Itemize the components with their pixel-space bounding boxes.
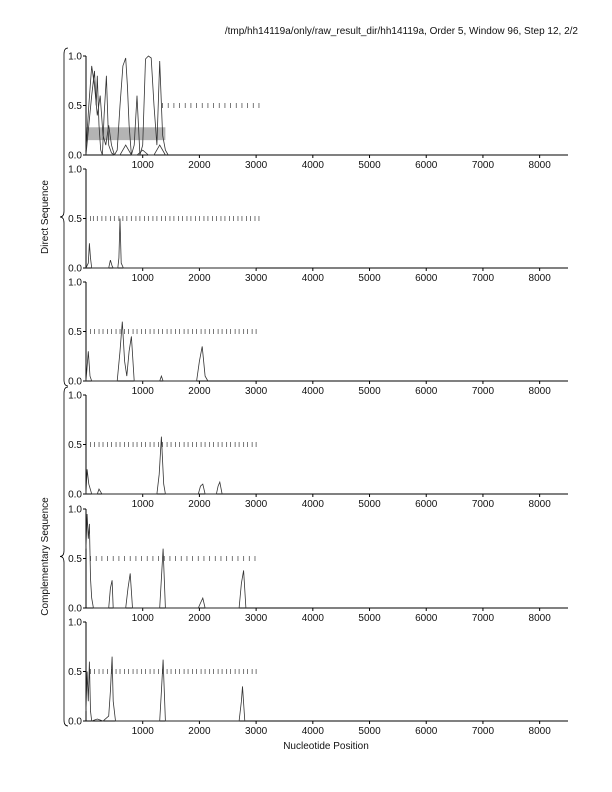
x-tick-label: 1000 <box>132 726 155 737</box>
group-bracket-1 <box>59 47 69 387</box>
group-label-1: Direct Sequence <box>40 180 51 254</box>
x-tick-label: 4000 <box>302 386 325 397</box>
x-tick-label: 1000 <box>132 160 155 171</box>
x-tick-label: 6000 <box>415 726 438 737</box>
chart-header-title: /tmp/hh14119a/only/raw_result_dir/hh1411… <box>224 26 578 37</box>
x-tick-label: 3000 <box>245 160 268 171</box>
series-line-2 <box>85 65 166 156</box>
panel-3: 0.0 0.5 1.0 1000 2000 3000 4000 5000 6000 7000 800… <box>68 278 568 397</box>
x-tick-label: 7000 <box>472 386 495 397</box>
x-tick-label: 2000 <box>188 726 211 737</box>
x-tick-label: 3000 <box>245 499 268 510</box>
y-tick-label: 1.0 <box>68 52 82 63</box>
y-tick-label: 0.0 <box>68 604 82 615</box>
highlight-band <box>86 127 166 141</box>
y-tick-label: 0.0 <box>68 717 82 728</box>
x-tick-label: 8000 <box>529 386 552 397</box>
x-tick-label: 1000 <box>132 499 155 510</box>
series-line-1 <box>85 436 223 495</box>
x-tick-label: 4000 <box>302 499 325 510</box>
x-tick-label: 3000 <box>245 726 268 737</box>
x-tick-label: 2000 <box>188 613 211 624</box>
x-tick-label: 3000 <box>245 273 268 284</box>
y-tick-label: 0.5 <box>68 554 82 565</box>
x-tick-label: 5000 <box>358 160 381 171</box>
x-tick-label: 1000 <box>132 386 155 397</box>
x-tick-label: 6000 <box>415 386 438 397</box>
x-tick-label: 3000 <box>245 386 268 397</box>
panel-2: 0.0 0.5 1.0 1000 2000 3000 4000 5000 6000 7000 800… <box>68 165 568 284</box>
series-line-1 <box>85 55 169 156</box>
x-tick-label: 2000 <box>188 386 211 397</box>
x-tick-label: 6000 <box>415 160 438 171</box>
x-tick-label: 5000 <box>358 499 381 510</box>
x-tick-label: 2000 <box>188 273 211 284</box>
y-tick-label: 0.0 <box>68 377 82 388</box>
x-tick-label: 5000 <box>358 273 381 284</box>
x-tick-label: 8000 <box>529 499 552 510</box>
x-tick-label: 3000 <box>245 613 268 624</box>
x-tick-label: 8000 <box>529 160 552 171</box>
y-tick-label: 0.0 <box>68 490 82 501</box>
x-tick-label: 1000 <box>132 273 155 284</box>
y-tick-label: 0.0 <box>68 264 82 275</box>
y-tick-label: 0.5 <box>68 327 82 338</box>
series-line-1 <box>85 513 247 609</box>
x-tick-label: 4000 <box>302 726 325 737</box>
series-line-1 <box>85 218 257 269</box>
y-tick-label: 0.5 <box>68 214 82 225</box>
x-tick-label: 1000 <box>132 613 155 624</box>
y-tick-label: 0.5 <box>68 101 82 112</box>
x-tick-label: 8000 <box>529 273 552 284</box>
x-tick-label: 5000 <box>358 726 381 737</box>
x-tick-label: 5000 <box>358 386 381 397</box>
panel-5: 0.0 0.5 1.0 1000 2000 3000 4000 5000 6000 7000 800… <box>68 505 568 624</box>
x-tick-label: 2000 <box>188 499 211 510</box>
x-tick-label: 4000 <box>302 160 325 171</box>
group-bracket-2 <box>59 386 69 727</box>
x-tick-label: 6000 <box>415 499 438 510</box>
y-tick-label: 0.5 <box>68 667 82 678</box>
x-axis-label: Nucleotide Position <box>283 741 369 752</box>
x-tick-label: 6000 <box>415 613 438 624</box>
y-tick-label: 1.0 <box>68 165 82 176</box>
x-tick-label: 4000 <box>302 613 325 624</box>
group-label-2: Complementary Sequence <box>40 497 51 616</box>
y-tick-label: 1.0 <box>68 391 82 402</box>
series-line-1 <box>85 321 209 382</box>
x-tick-label: 4000 <box>302 273 325 284</box>
x-tick-label: 8000 <box>529 613 552 624</box>
y-tick-label: 1.0 <box>68 278 82 289</box>
y-tick-label: 0.5 <box>68 440 82 451</box>
x-tick-label: 7000 <box>472 613 495 624</box>
series-line-1 <box>85 656 246 722</box>
y-tick-label: 0.0 <box>68 151 82 162</box>
x-tick-label: 6000 <box>415 273 438 284</box>
x-tick-label: 7000 <box>472 160 495 171</box>
panel-1: 0.0 0.5 1.0 1000 2000 3000 4000 5000 6000 7000 800… <box>68 52 568 171</box>
x-tick-label: 5000 <box>358 613 381 624</box>
group-brackets-layer: Direct Sequence Complementary Sequence <box>40 47 69 727</box>
x-tick-label: 7000 <box>472 499 495 510</box>
x-tick-label: 7000 <box>472 726 495 737</box>
panels-layer: 0.0 0.5 1.0 1000 2000 3000 4000 5000 6000 7000 800… <box>68 52 568 737</box>
y-tick-label: 1.0 <box>68 505 82 516</box>
x-tick-label: 2000 <box>188 160 211 171</box>
x-tick-label: 8000 <box>529 726 552 737</box>
y-tick-label: 1.0 <box>68 618 82 629</box>
panel-6: 0.0 0.5 1.0 1000 2000 3000 4000 5000 6000 7000 800… <box>68 618 568 737</box>
panel-4: 0.0 0.5 1.0 1000 2000 3000 4000 5000 6000 7000 800… <box>68 391 568 510</box>
x-tick-label: 7000 <box>472 273 495 284</box>
